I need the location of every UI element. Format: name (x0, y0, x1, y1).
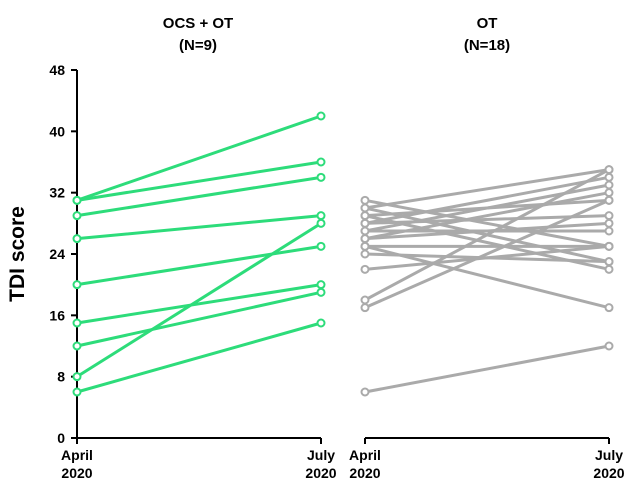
data-point (604, 218, 614, 228)
series-lines (72, 111, 326, 397)
data-point (360, 264, 370, 274)
data-point (316, 280, 326, 290)
series-line (363, 175, 611, 225)
data-point (72, 195, 82, 205)
y-axis-label: TDI score (6, 206, 29, 302)
series-line (363, 344, 611, 394)
panel-subtitle: (N=18) (464, 37, 510, 54)
data-point (72, 234, 82, 244)
series-line (75, 114, 323, 202)
data-point (360, 249, 370, 259)
series-line (75, 160, 323, 202)
data-point (360, 241, 370, 251)
data-point (360, 226, 370, 236)
data-point (72, 372, 82, 382)
y-tick-label: 40 (49, 123, 65, 139)
data-point (604, 211, 614, 221)
y-tick-label: 8 (57, 369, 65, 385)
panel-title: OT (477, 15, 498, 32)
y-tick-label: 16 (49, 307, 65, 323)
y-tick-label: 0 (57, 430, 65, 446)
x-tick-label: July 2020 (593, 447, 624, 481)
data-point (604, 303, 614, 313)
data-point (316, 111, 326, 121)
data-point (604, 226, 614, 236)
series-line (75, 214, 323, 241)
x-axis-ticks: April 2020 July 2020 (61, 438, 337, 481)
series-line (75, 283, 323, 325)
data-point (604, 241, 614, 251)
series-line (75, 221, 323, 379)
series-line (75, 290, 323, 348)
data-point (316, 211, 326, 221)
data-point (360, 303, 370, 313)
data-point (72, 211, 82, 221)
data-point (72, 318, 82, 328)
data-point (360, 203, 370, 213)
series-line (363, 168, 611, 210)
data-point (604, 165, 614, 175)
series-line (75, 244, 323, 287)
data-point (316, 172, 326, 182)
data-point (360, 295, 370, 305)
x-tick-label: July 2020 (305, 447, 336, 481)
data-point (604, 341, 614, 351)
data-point (604, 264, 614, 274)
data-point (360, 195, 370, 205)
data-point (360, 218, 370, 228)
data-point (72, 341, 82, 351)
y-tick-label: 24 (49, 246, 65, 262)
y-tick-label: 32 (49, 185, 65, 201)
series-line (363, 168, 611, 302)
x-axis-ticks: April 2020 July 2020 (349, 438, 625, 481)
series-line (75, 175, 323, 218)
panel-ot: OT (N=18) April 2020 July 2020 (349, 15, 625, 481)
series-line (363, 198, 611, 310)
data-point (316, 241, 326, 251)
data-point (604, 180, 614, 190)
panel-ocs-ot: OCS + OT (N=9) TDI score 0 8 16 24 32 40 48 Ap… (6, 15, 337, 481)
series-line (363, 244, 611, 271)
x-tick-label: April 2020 (61, 447, 93, 481)
y-tick-label: 48 (49, 62, 65, 78)
x-tick-label: April 2020 (349, 447, 381, 481)
data-point (360, 234, 370, 244)
data-point (316, 318, 326, 328)
data-point (72, 387, 82, 397)
data-point (604, 172, 614, 182)
series-line (75, 321, 323, 394)
data-point (316, 218, 326, 228)
data-point (72, 280, 82, 290)
data-point (360, 387, 370, 397)
data-point (360, 211, 370, 221)
data-point (604, 257, 614, 267)
panel-subtitle: (N=9) (179, 37, 217, 54)
data-point (604, 195, 614, 205)
series-lines (360, 165, 614, 397)
y-axis-ticks: 0 8 16 24 32 40 48 (49, 62, 77, 446)
panel-title: OCS + OT (163, 15, 233, 32)
data-point (604, 188, 614, 198)
series-line (363, 198, 611, 248)
series-line (363, 191, 611, 241)
data-point (316, 157, 326, 167)
series-line (363, 221, 611, 241)
data-point (316, 287, 326, 297)
